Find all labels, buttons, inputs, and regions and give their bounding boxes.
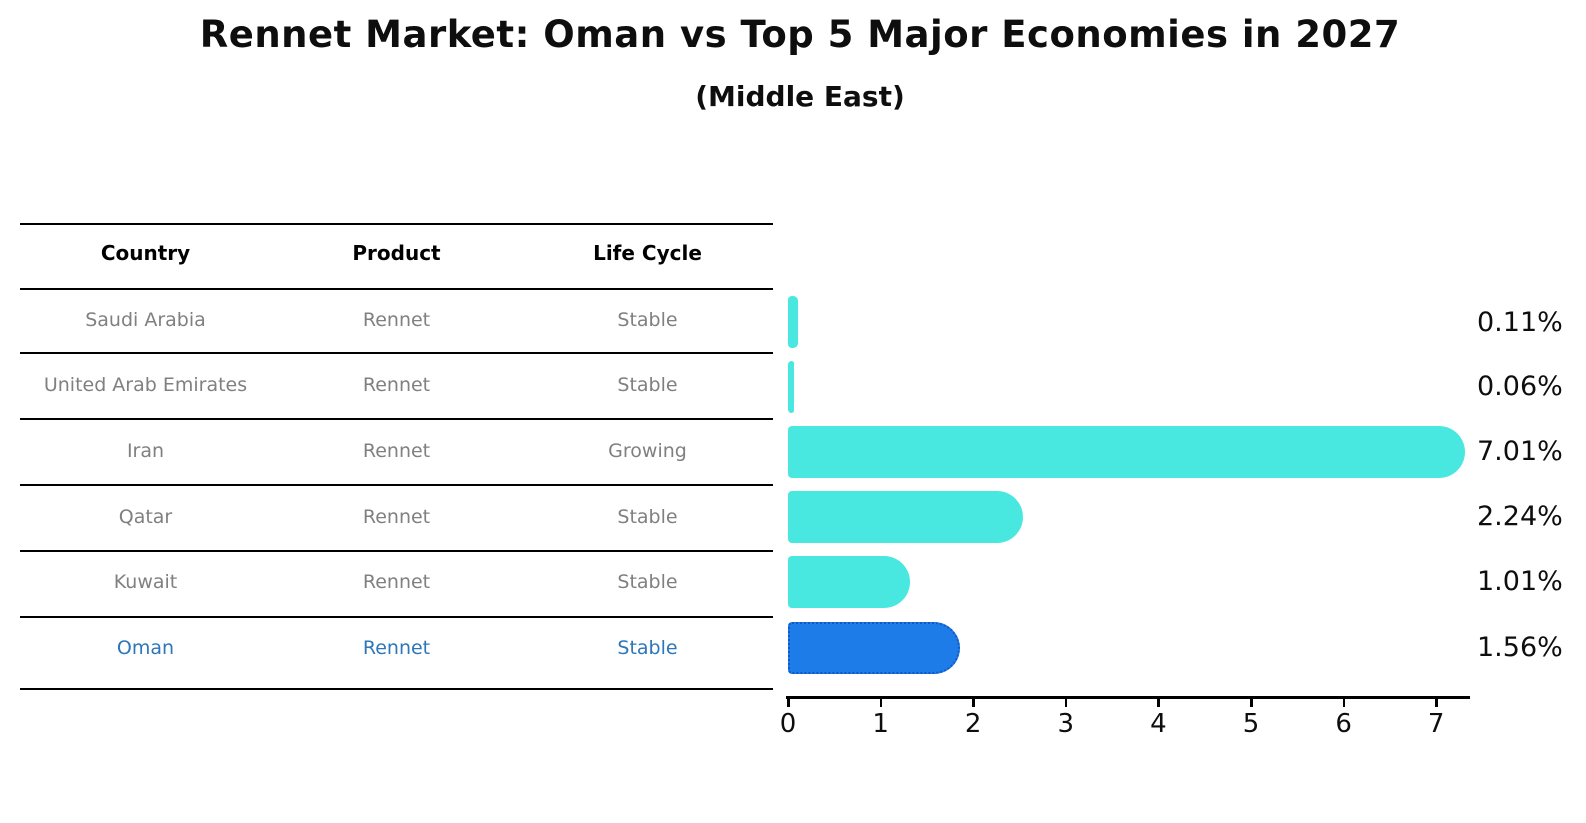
table-cell-life-cycle: Stable [617, 309, 678, 331]
table-cell-country: Kuwait [113, 571, 178, 593]
bar-oman [788, 622, 961, 674]
column-header-product: Product [352, 241, 441, 265]
table-row-saudi-arabia: Saudi Arabia Rennet Stable [20, 308, 773, 332]
x-axis-tick [1157, 698, 1160, 707]
column-header-life-cycle: Life Cycle [593, 241, 702, 265]
bar-united-arab-emirates [788, 361, 794, 413]
table-cell-product: Rennet [362, 374, 431, 396]
x-axis-tick [879, 698, 883, 707]
table-cell-life-cycle: Growing [608, 440, 687, 462]
table-cell-country: Saudi Arabia [85, 309, 206, 331]
column-header-country: Country [100, 241, 191, 265]
table-cell-life-cycle: Stable [617, 374, 678, 396]
table-row-united-arab-emirates: United Arab Emirates Rennet Stable [20, 373, 773, 397]
table-top-border [20, 223, 773, 225]
table-row-divider [20, 616, 773, 618]
table-row-divider [20, 418, 773, 420]
table-bottom-border [20, 688, 773, 690]
bar-value-label: 1.56% [1477, 632, 1563, 663]
bar-kuwait [788, 556, 910, 608]
x-axis-tick-label: 7 [1427, 709, 1445, 739]
table-row-divider [20, 550, 773, 552]
table-cell-life-cycle: Stable [617, 506, 678, 528]
table-row-divider [20, 484, 773, 486]
table-header-border [20, 288, 773, 290]
chart-subtitle: (Middle East) [695, 80, 905, 113]
table-cell-product: Rennet [362, 637, 431, 659]
table-cell-country: Oman [116, 637, 175, 659]
table-cell-country: United Arab Emirates [43, 374, 248, 396]
x-axis-tick-label: 4 [1150, 709, 1167, 739]
x-axis-tick-label: 6 [1335, 709, 1352, 739]
x-axis-tick [1064, 698, 1068, 707]
x-axis-tick-label: 2 [964, 709, 982, 739]
bar-value-label: 7.01% [1477, 436, 1563, 467]
bar-value-label: 0.06% [1477, 371, 1563, 402]
x-axis-tick-label: 3 [1057, 709, 1075, 739]
x-axis-tick [1435, 698, 1438, 707]
bar-value-label: 0.11% [1477, 307, 1563, 338]
x-axis-tick-label: 0 [779, 709, 797, 739]
x-axis-tick-label: 5 [1242, 709, 1260, 739]
bar-qatar [788, 491, 1024, 543]
chart-title: Rennet Market: Oman vs Top 5 Major Econo… [199, 13, 1401, 56]
table-row-kuwait: Kuwait Rennet Stable [20, 570, 773, 594]
x-axis-tick-label: 1 [872, 709, 889, 739]
table-cell-country: Qatar [118, 506, 173, 528]
bar-value-label: 1.01% [1477, 566, 1563, 597]
table-cell-life-cycle: Stable [617, 637, 678, 659]
table-row-qatar: Qatar Rennet Stable [20, 505, 773, 529]
bar-value-label: 2.24% [1477, 501, 1563, 532]
x-axis-tick [787, 698, 790, 707]
table-cell-country: Iran [126, 440, 165, 462]
bar-iran [788, 426, 1466, 478]
table-row-divider [20, 352, 773, 354]
x-axis-tick [1250, 698, 1253, 707]
table-header-row: Country Product Life Cycle [20, 240, 773, 266]
table-row-iran: Iran Rennet Growing [20, 439, 773, 463]
x-axis-tick [972, 698, 975, 707]
x-axis-line [786, 696, 1470, 699]
table-cell-product: Rennet [362, 309, 431, 331]
table-cell-product: Rennet [362, 440, 431, 462]
table-row-oman: Oman Rennet Stable [20, 636, 773, 660]
bar-saudi-arabia [788, 296, 799, 348]
table-cell-product: Rennet [362, 571, 431, 593]
table-cell-life-cycle: Stable [617, 571, 678, 593]
x-axis-tick [1342, 698, 1346, 707]
table-cell-product: Rennet [362, 506, 431, 528]
